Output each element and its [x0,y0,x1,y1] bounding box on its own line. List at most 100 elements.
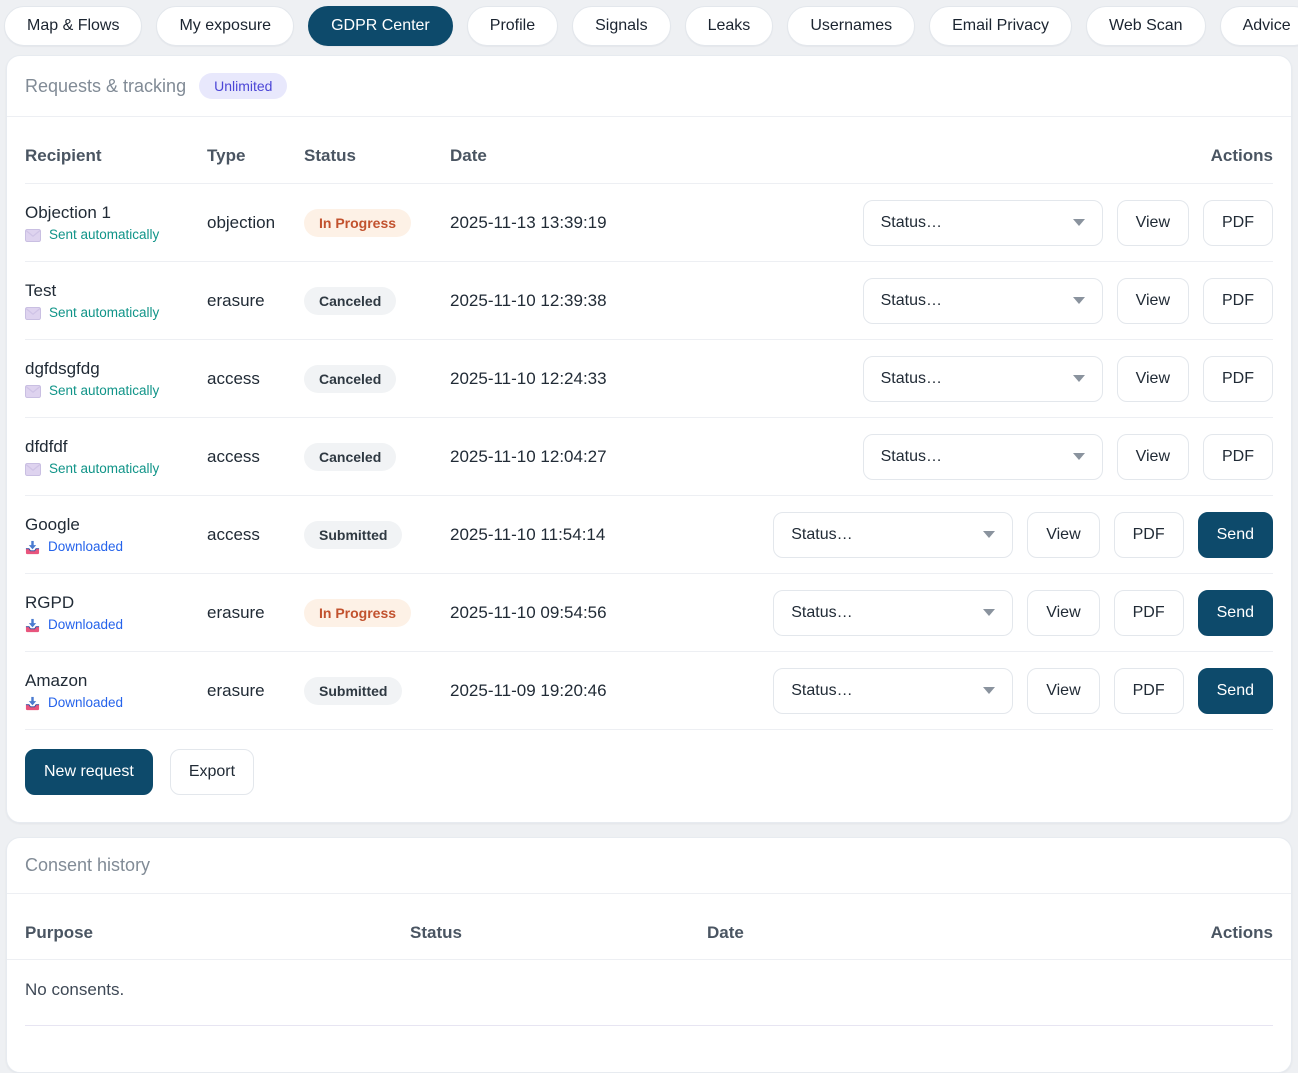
delivery-status: Downloaded [25,618,207,633]
column-header-purpose: Purpose [25,923,94,942]
status-select[interactable]: Status… [862,433,1103,480]
status-select[interactable]: Status… [862,199,1103,246]
status-badge: Canceled [304,364,397,393]
pdf-button[interactable]: PDF [1203,277,1273,324]
request-type: erasure [207,602,265,622]
request-row: Google Downloaded access Submitted 2025-… [25,496,1273,574]
status-badge: In Progress [304,208,412,237]
pdf-button[interactable]: PDF [1113,589,1184,636]
status-select[interactable]: Status… [773,589,1014,636]
status-cell: Submitted [304,676,450,705]
delivery-status: Downloaded [25,696,207,711]
top-nav: Map & Flows My exposure GDPR Center Profile… [0,0,1298,55]
delivery-label: Sent automatically [49,461,160,477]
view-button[interactable]: View [1027,589,1100,636]
download-icon [25,696,40,711]
request-row: Amazon Downloaded erasure Submitted 2025… [25,652,1273,730]
recipient-cell: Amazon Downloaded [25,671,207,711]
tab-map-flows[interactable]: Map & Flows [4,6,143,46]
delivery-status: Sent automatically [25,462,207,476]
export-button[interactable]: Export [169,749,255,795]
delivery-status: Downloaded [25,540,207,555]
tab-signals[interactable]: Signals [572,6,671,46]
tab-usernames[interactable]: Usernames [787,6,916,46]
delivery-label: Sent automatically [49,383,160,399]
status-select[interactable]: Status… [862,355,1103,402]
tab-my-exposure[interactable]: My exposure [156,6,295,46]
view-button[interactable]: View [1116,355,1189,402]
recipient-name: Google [25,514,80,534]
requests-panel-title: Requests & tracking [25,75,187,96]
recipient-name: Objection 1 [25,203,111,223]
send-button[interactable]: Send [1197,667,1273,714]
recipient-name: RGPD [25,592,75,612]
view-button[interactable]: View [1116,199,1189,246]
status-select-value: Status… [880,291,942,309]
pdf-button[interactable]: PDF [1113,667,1184,714]
request-type: access [207,446,260,466]
view-button[interactable]: View [1116,433,1189,480]
status-select[interactable]: Status… [773,511,1014,558]
view-button[interactable]: View [1027,667,1100,714]
delivery-label: Downloaded [48,539,124,555]
view-button[interactable]: View [1116,277,1189,324]
status-select[interactable]: Status… [862,277,1103,324]
request-date: 2025-11-10 09:54:56 [450,602,607,622]
row-actions: Status… View PDF [862,355,1273,402]
status-cell: Canceled [304,442,450,471]
pdf-button[interactable]: PDF [1203,433,1273,480]
envelope-icon [25,384,41,398]
pdf-button[interactable]: PDF [1203,199,1273,246]
pdf-button[interactable]: PDF [1113,511,1184,558]
chevron-down-icon [983,531,996,538]
send-button[interactable]: Send [1197,511,1273,558]
status-select-value: Status… [791,603,853,621]
tab-gdpr-center[interactable]: GDPR Center [308,6,453,46]
recipient-cell: Objection 1 Sent automatically [25,203,207,242]
tab-email-privacy[interactable]: Email Privacy [929,6,1073,46]
pdf-button[interactable]: PDF [1203,355,1273,402]
request-row: RGPD Downloaded erasure In Progress 2025… [25,574,1273,652]
recipient-cell: dfdfdf Sent automatically [25,437,207,476]
recipient-name: Amazon [25,670,88,690]
recipient-cell: RGPD Downloaded [25,593,207,633]
status-badge: Submitted [304,676,403,705]
column-header-recipient: Recipient [25,146,102,165]
status-cell: In Progress [304,598,450,627]
send-button[interactable]: Send [1197,589,1273,636]
chevron-down-icon [983,609,996,616]
new-request-button[interactable]: New request [25,749,153,795]
chevron-down-icon [983,687,996,694]
row-actions: Status… View PDF [862,199,1273,246]
status-badge: Canceled [304,442,397,471]
status-select-value: Status… [880,213,942,231]
chevron-down-icon [1072,453,1085,460]
download-icon [25,540,40,555]
tab-profile[interactable]: Profile [466,6,559,46]
status-select-value: Status… [791,681,853,699]
consent-empty-text: No consents. [25,980,1273,1026]
request-type: erasure [207,680,265,700]
request-row: Objection 1 Sent automatically objection… [25,184,1273,262]
consent-panel-title: Consent history [25,855,151,875]
status-select[interactable]: Status… [773,667,1014,714]
tab-advice[interactable]: Advice [1219,6,1298,46]
recipient-name: Test [25,281,57,301]
view-button[interactable]: View [1027,511,1100,558]
status-select-value: Status… [880,369,942,387]
requests-panel-header: Requests & tracking Unlimited [7,56,1291,117]
tab-leaks[interactable]: Leaks [684,6,774,46]
recipient-cell: dgfdsgfdg Sent automatically [25,359,207,398]
request-date: 2025-11-10 12:04:27 [450,446,607,466]
tab-web-scan[interactable]: Web Scan [1086,6,1206,46]
envelope-icon [25,306,41,320]
column-header-status: Status [410,923,462,942]
status-badge: Canceled [304,286,397,315]
column-header-status: Status [304,146,356,165]
request-date: 2025-11-10 12:24:33 [450,368,607,388]
chevron-down-icon [1072,375,1085,382]
request-type: objection [207,212,276,232]
chevron-down-icon [1072,219,1085,226]
request-date: 2025-11-09 19:20:46 [450,680,607,700]
plan-badge: Unlimited [199,73,288,99]
